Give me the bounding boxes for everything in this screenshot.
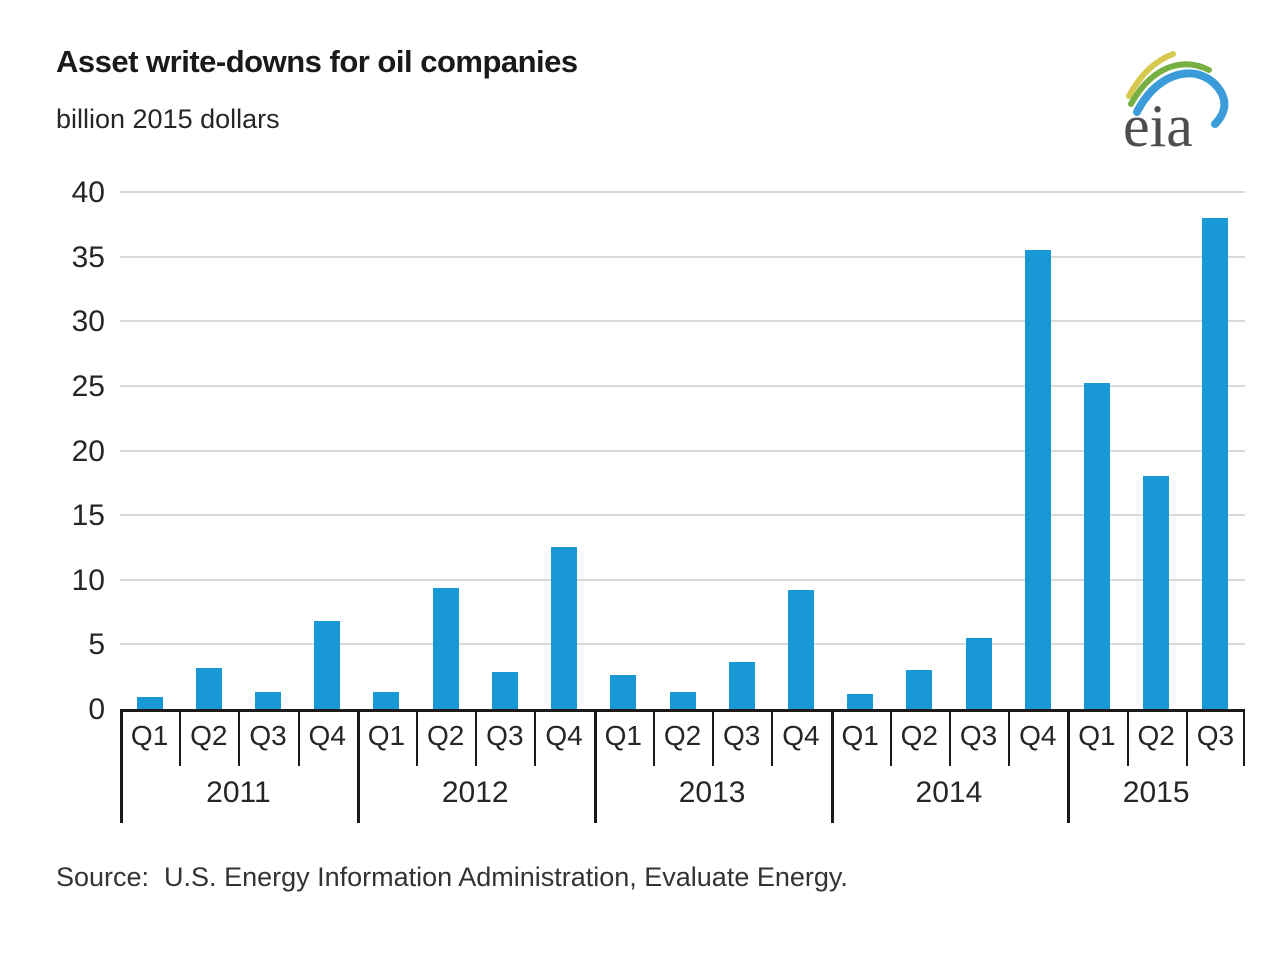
bar-Q2-17 [1143,476,1170,709]
eia-logo: eia [1123,51,1229,158]
source-note: Source: U.S. Energy Information Administ… [56,862,848,892]
bar-Q1-0 [136,697,163,709]
quarter-separator [889,709,892,766]
bar-Q2-13 [906,670,933,709]
quarter-separator [771,709,774,766]
quarter-separator [416,709,419,766]
quarter-label: Q3 [959,720,998,751]
logo-text: eia [1123,93,1193,158]
bar-Q4-15 [1024,250,1051,709]
x-axis-band: Q1 Q2 Q3 Q4 Q1 Q2 Q3 Q4 Q1 Q2 Q3 Q4 Q1 Q2 Q3 Q4 Q1 Q2 Q3 20… [120,709,1245,823]
chart-title: Asset write-downs for oil companies [56,44,578,79]
y-axis-labels: 0 5 10 15 20 25 30 35 40 [10,177,105,726]
y-tick-label-30: 30 [71,305,105,339]
grid-line-5 [120,643,1245,646]
year-label-2013: 2013 [678,776,746,809]
year-separator [120,709,123,823]
quarter-label: Q3 [723,720,761,751]
year-separator [356,709,360,823]
bar-Q4-3 [314,621,341,709]
bar-Q2-1 [195,667,222,709]
quarter-label: Q2 [190,720,228,751]
quarter-separator [238,709,241,766]
quarter-label: Q3 [249,720,287,751]
logo-blue-swoosh [1133,69,1229,128]
quarter-label: Q1 [367,720,406,751]
y-tick-label-0: 0 [88,693,105,726]
quarter-label: Q2 [426,720,465,751]
x-axis-line [120,709,1245,712]
bar-Q4-7 [551,547,578,709]
grid-line-40 [120,191,1245,193]
quarter-separator [1243,709,1245,766]
quarter-label: Q1 [1078,720,1116,751]
quarter-separator [712,709,715,766]
grid-line-30 [120,320,1245,323]
grid-line-35 [120,255,1245,258]
bar-Q1-12 [847,693,874,709]
bar-Q3-10 [728,662,755,709]
quarter-label: Q4 [545,720,583,751]
quarter-label: Q2 [900,720,939,751]
quarter-separator [1185,709,1188,766]
year-label-2011: 2011 [206,776,271,809]
y-tick-label-10: 10 [71,563,105,597]
year-label-2014: 2014 [915,776,983,809]
bar-Q3-6 [491,671,518,709]
bar-Q3-2 [255,692,282,709]
quarter-label: Q2 [1137,720,1175,751]
y-tick-label-5: 5 [88,628,105,662]
year-separator [830,709,834,823]
quarter-label: Q1 [130,720,169,751]
quarter-separator [1008,709,1011,766]
year-separator [593,709,597,823]
chart-subtitle: billion 2015 dollars [56,104,280,134]
bar-Q1-4 [373,692,400,709]
quarter-label: Q1 [841,720,879,751]
logo-yellow-swoosh [1126,51,1176,99]
plot-area [120,191,1245,709]
y-tick-label-20: 20 [71,434,105,468]
y-tick-label-25: 25 [71,369,105,403]
bar-Q3-14 [965,637,992,709]
quarter-label: Q2 [663,720,702,751]
quarter-label: Q3 [1196,720,1235,751]
quarter-separator [179,709,182,766]
year-label-2015: 2015 [1122,776,1190,809]
logo-green-swoosh [1128,61,1212,107]
quarter-label: Q1 [604,720,642,751]
y-tick-label-35: 35 [71,240,105,274]
grid-line-25 [120,384,1245,387]
bar-Q2-5 [432,587,459,709]
grid-line-10 [120,578,1245,581]
y-tick-label-15: 15 [71,499,105,533]
bar-Q1-8 [610,675,637,709]
y-tick-label-40: 40 [71,176,105,209]
grid-line-15 [120,514,1245,517]
bar-Q2-9 [669,692,696,709]
quarter-separator [1126,709,1129,766]
bar-Q1-16 [1083,383,1110,709]
quarter-label: Q4 [1019,720,1057,751]
quarter-separator [297,709,300,766]
year-label-2012: 2012 [441,776,509,809]
bar-Q3-18 [1202,217,1229,709]
grid-line-20 [120,449,1245,452]
quarter-label: Q4 [308,720,346,751]
quarter-separator [948,709,951,766]
bar-Q4-11 [787,590,814,709]
quarter-label: Q3 [486,720,524,751]
quarter-separator [534,709,537,766]
quarter-separator [652,709,655,766]
year-separator [1067,709,1071,823]
quarter-separator [475,709,478,766]
quarter-label: Q4 [782,720,820,751]
